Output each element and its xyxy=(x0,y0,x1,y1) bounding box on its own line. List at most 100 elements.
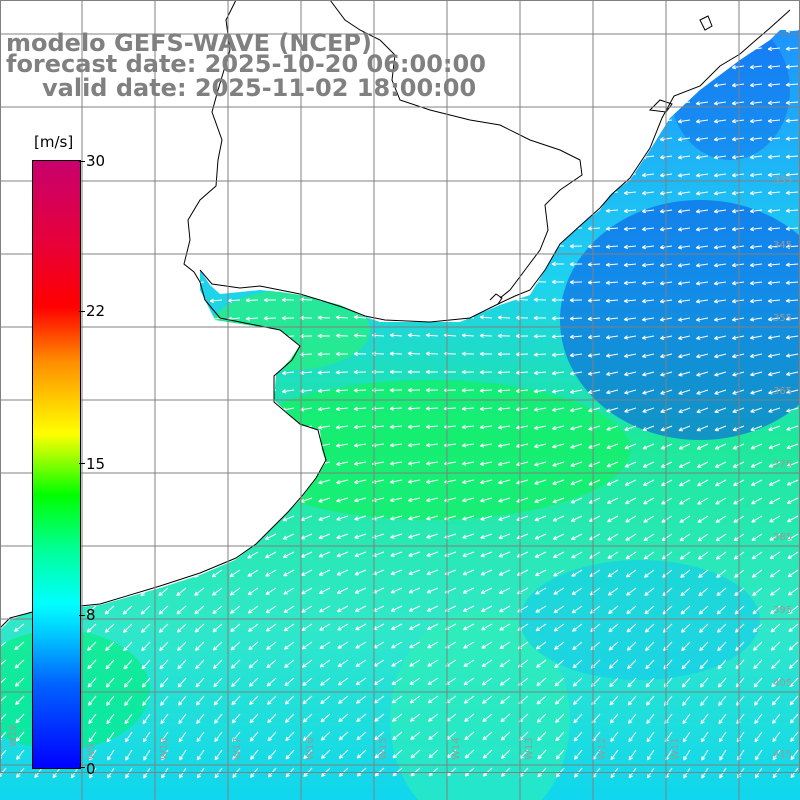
wind-arrow xyxy=(174,389,187,395)
wind-arrow xyxy=(335,134,349,140)
wind-arrow xyxy=(461,351,475,356)
wind-arrow xyxy=(497,425,511,430)
wind-arrow xyxy=(137,209,151,214)
wind-arrow xyxy=(572,641,583,651)
wind-arrow xyxy=(713,299,727,304)
wind-arrow xyxy=(479,443,493,448)
wind-arrow xyxy=(191,244,205,250)
wind-arrow xyxy=(554,695,565,705)
wind-arrow xyxy=(173,226,187,232)
wind-arrow xyxy=(497,135,511,140)
wind-arrow xyxy=(119,191,133,196)
wind-arrow xyxy=(569,371,583,376)
wind-arrow xyxy=(698,569,709,578)
wind-arrow xyxy=(497,315,511,320)
wind-arrow xyxy=(245,371,259,376)
wind-arrow xyxy=(120,407,133,414)
wind-arrow xyxy=(317,279,331,284)
wind-arrow xyxy=(461,461,475,466)
wind-arrow xyxy=(389,296,403,301)
wind-arrow xyxy=(718,695,727,706)
wind-arrow xyxy=(407,497,421,503)
wind-arrow xyxy=(245,280,259,285)
wind-arrow xyxy=(173,154,187,160)
wind-arrow xyxy=(718,731,727,743)
wind-arrow xyxy=(141,641,151,652)
wind-arrow xyxy=(731,136,745,142)
wind-arrow xyxy=(749,244,763,250)
wind-arrow xyxy=(481,659,493,668)
wind-arrow xyxy=(587,172,601,177)
wind-arrow xyxy=(178,731,187,743)
wind-arrow xyxy=(767,280,781,286)
wind-arrow xyxy=(425,351,439,356)
wind-arrow xyxy=(178,695,187,706)
wind-arrow xyxy=(461,333,475,338)
wind-arrow xyxy=(425,170,439,175)
wind-arrow xyxy=(731,190,745,196)
wind-arrow xyxy=(588,407,601,413)
wind-arrow xyxy=(176,623,187,633)
wind-arrow xyxy=(227,334,241,340)
wind-arrow xyxy=(138,353,151,359)
wind-arrow xyxy=(570,425,583,431)
wind-arrow xyxy=(713,30,727,34)
wind-arrow xyxy=(790,731,799,742)
wind-arrow xyxy=(122,569,133,578)
wind-arrow xyxy=(714,353,727,359)
wind-arrow xyxy=(353,206,367,212)
wind-arrow xyxy=(751,515,763,523)
wind-arrow xyxy=(463,623,475,631)
wind-arrow xyxy=(335,315,349,320)
wind-arrow xyxy=(679,497,691,505)
wind-arrow xyxy=(299,153,313,158)
wind-arrow xyxy=(551,99,564,105)
wind-arrow xyxy=(551,297,564,303)
wind-arrow xyxy=(731,317,745,322)
wind-arrow xyxy=(212,641,223,651)
colorbar-tickmark-8 xyxy=(79,615,85,616)
wind-arrow xyxy=(229,587,241,596)
wind-arrow xyxy=(122,623,133,633)
wind-arrow xyxy=(461,152,475,158)
wind-arrow xyxy=(625,533,637,541)
wind-arrow xyxy=(587,100,601,105)
wind-arrow xyxy=(628,749,637,761)
wind-arrow xyxy=(628,713,637,724)
wind-arrow xyxy=(428,731,439,741)
wind-arrow xyxy=(373,695,385,704)
wind-arrow xyxy=(463,695,475,704)
wind-arrow xyxy=(408,515,421,521)
wind-arrow xyxy=(389,134,403,139)
wind-arrow xyxy=(282,443,295,449)
wind-arrow xyxy=(497,279,511,284)
wind-arrow xyxy=(425,497,439,503)
wind-arrow xyxy=(213,677,223,688)
wind-arrow xyxy=(625,497,637,505)
wind-arrow xyxy=(696,443,709,450)
wind-arrow xyxy=(461,296,475,302)
wind-arrow xyxy=(627,695,637,706)
wind-arrow xyxy=(609,713,619,724)
wind-arrow xyxy=(551,407,565,412)
wind-arrow xyxy=(281,153,295,159)
wind-arrow xyxy=(227,172,241,177)
wind-arrow xyxy=(426,569,439,576)
wind-arrow xyxy=(661,479,673,487)
wind-arrow xyxy=(515,352,529,357)
lat-label-345: 345 xyxy=(773,240,793,251)
wind-arrow xyxy=(263,352,277,358)
wind-arrow xyxy=(175,515,187,523)
wind-arrow xyxy=(192,389,205,395)
wind-arrow xyxy=(500,749,511,759)
wind-arrow xyxy=(587,316,601,321)
wind-arrow xyxy=(749,208,763,214)
wind-arrow xyxy=(713,155,727,160)
wind-arrow xyxy=(750,389,763,395)
wind-arrow xyxy=(443,242,457,247)
wind-arrow xyxy=(119,137,133,142)
wind-arrow xyxy=(229,533,241,541)
wind-arrow xyxy=(407,333,421,338)
wind-arrow xyxy=(695,155,709,160)
